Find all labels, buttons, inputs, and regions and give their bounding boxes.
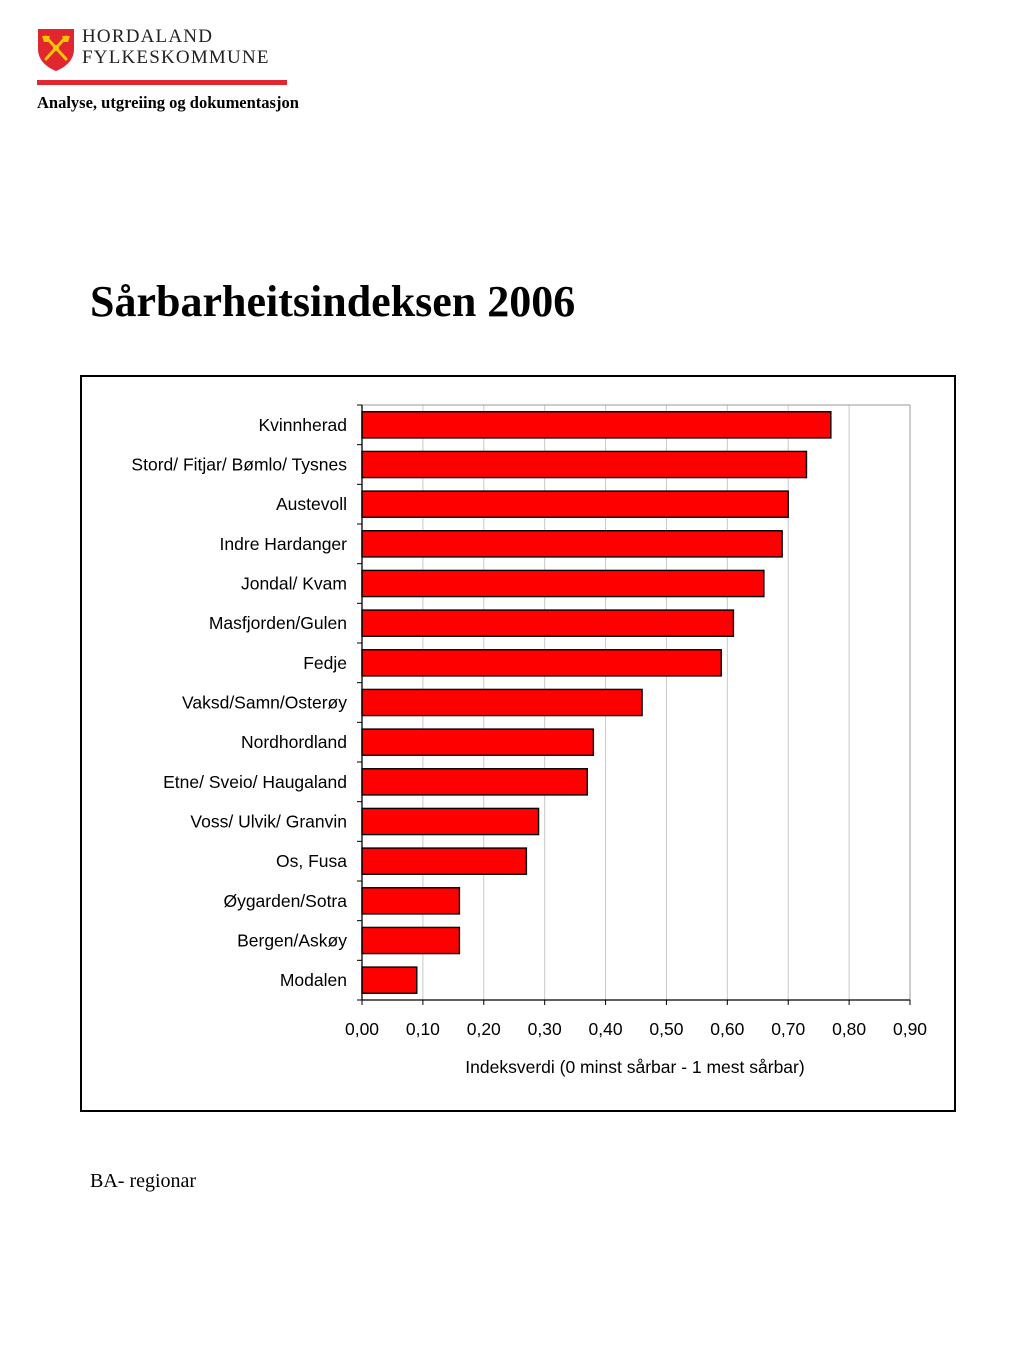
x-tick-label: 0,40	[589, 1019, 623, 1039]
bar	[361, 450, 808, 479]
header-divider	[37, 80, 287, 85]
category-label: Modalen	[280, 970, 347, 990]
bar	[361, 926, 461, 955]
x-tick-label: 0,70	[771, 1019, 805, 1039]
category-label: Bergen/Askøy	[237, 931, 347, 951]
category-label: Etne/ Sveio/ Haugaland	[163, 772, 347, 792]
bar	[361, 768, 588, 796]
bar	[361, 688, 643, 717]
category-label: Austevoll	[276, 494, 347, 514]
bar-chart: Kvinnherad Stord/ Fitjar/ Bømlo/ Tysnes Au…	[131, 404, 927, 1077]
x-tick-label: 0,60	[710, 1019, 744, 1039]
bar	[361, 807, 540, 836]
org-name-line1: HORDALAND	[82, 26, 214, 47]
bar	[361, 847, 528, 875]
bar	[361, 728, 595, 756]
category-label: Indre Hardanger	[220, 534, 348, 554]
department-name: Analyse, utgreiing og dokumentasjon	[37, 93, 299, 112]
category-label: Voss/ Ulvik/ Granvin	[190, 812, 347, 832]
bar	[361, 569, 765, 598]
bar	[361, 966, 418, 994]
footer-note: BA- regionar	[90, 1170, 197, 1192]
category-label: Fedje	[303, 653, 347, 673]
x-tick-label: 0,50	[649, 1019, 683, 1039]
x-axis-title: Indeksverdi (0 minst sårbar - 1 mest sår…	[465, 1057, 804, 1077]
category-label: Øygarden/Sotra	[223, 891, 347, 911]
category-label: Masfjorden/Gulen	[209, 613, 347, 633]
category-label: Stord/ Fitjar/ Bømlo/ Tysnes	[131, 455, 347, 475]
x-tick-label: 0,10	[406, 1019, 440, 1039]
bar	[361, 649, 722, 677]
x-tick-label: 0,20	[467, 1019, 501, 1039]
org-name-line2: FYLKESKOMMUNE	[82, 47, 270, 68]
x-tick-label: 0,00	[345, 1019, 379, 1039]
bar	[361, 411, 832, 439]
chart-frame: Kvinnherad Stord/ Fitjar/ Bømlo/ Tysnes Au…	[80, 375, 956, 1112]
bar	[361, 530, 783, 558]
category-label: Jondal/ Kvam	[241, 574, 347, 594]
category-label: Kvinnherad	[258, 415, 347, 435]
category-label: Vaksd/Samn/Osterøy	[182, 693, 347, 713]
bar	[361, 887, 461, 915]
page-title: Sårbarheitsindeksen 2006	[90, 277, 576, 326]
bar	[361, 609, 735, 637]
x-tick-label: 0,90	[893, 1019, 927, 1039]
bar	[361, 490, 789, 518]
x-tick-label: 0,30	[528, 1019, 562, 1039]
category-label: Nordhordland	[241, 732, 347, 752]
category-label: Os, Fusa	[276, 851, 347, 871]
coat-of-arms-icon	[38, 29, 74, 71]
x-tick-label: 0,80	[832, 1019, 866, 1039]
